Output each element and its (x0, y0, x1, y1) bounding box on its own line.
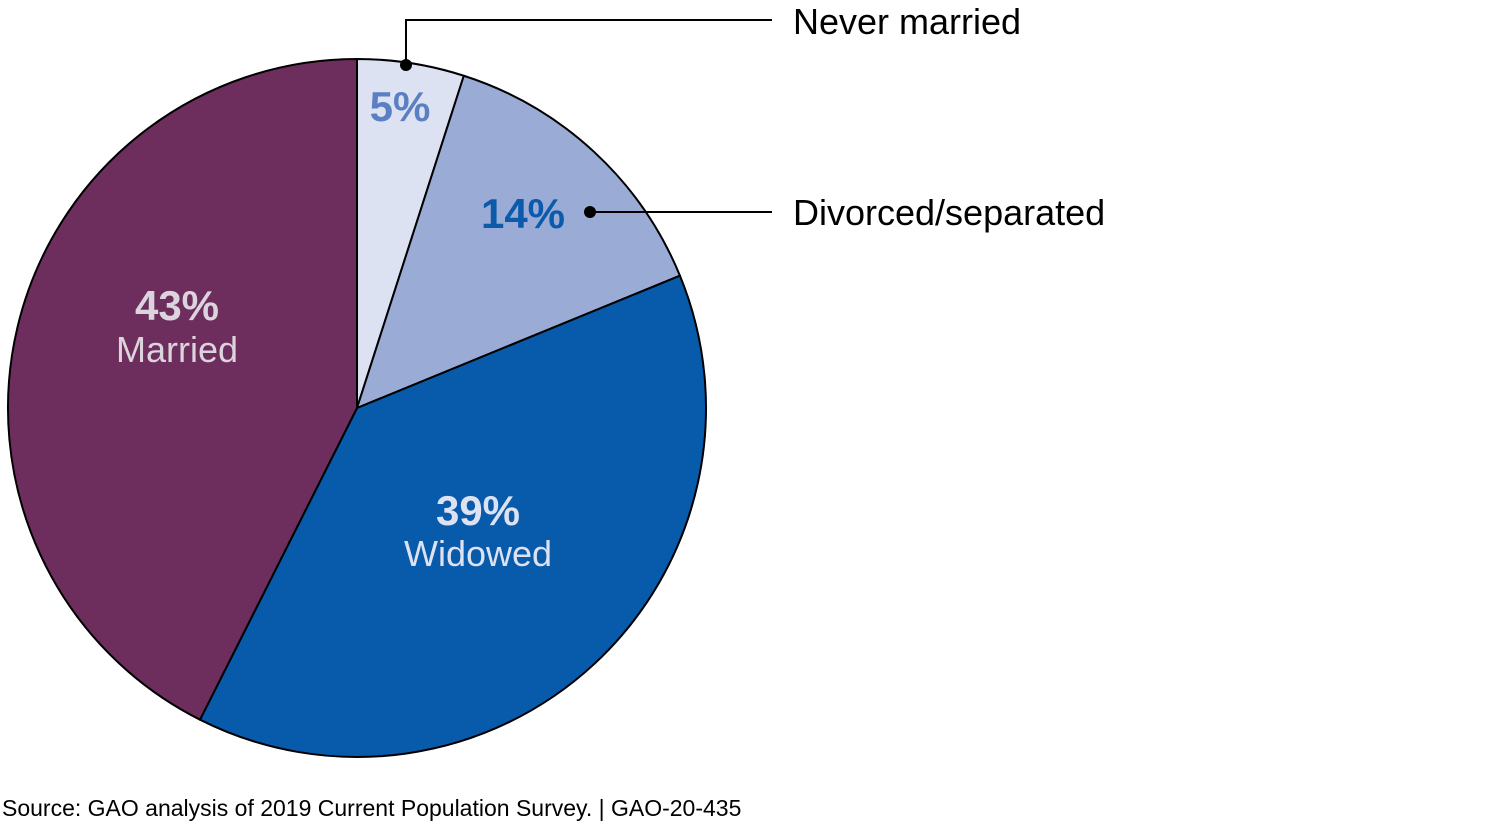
callout-dot-never-married (400, 59, 412, 71)
slice-category-label-widowed: Widowed (404, 533, 552, 574)
callout-label-divorced-separated: Divorced/separated (793, 192, 1105, 233)
pie-slice-divorced-separated (356, 74, 681, 409)
pie-slice-widowed (199, 274, 707, 758)
callout-dot-divorced-separated (584, 206, 596, 218)
slice-value-label-widowed: 39% (436, 487, 520, 534)
slice-value-label-divorced-separated: 14% (481, 190, 565, 237)
pie-callouts: Never married Divorced/separated (400, 1, 1105, 233)
pie-slices (7, 58, 707, 758)
pie-slice-married (7, 58, 358, 721)
slice-value-label-married: 43% (135, 282, 219, 329)
slice-category-label-married: Married (116, 329, 238, 370)
callout-line-never-married (405, 19, 772, 64)
pie-labels: 5% 14% 39% Widowed 43% Married (116, 83, 565, 574)
callout-label-never-married: Never married (793, 1, 1021, 42)
slice-value-label-never-married: 5% (370, 83, 431, 130)
source-note: Source: GAO analysis of 2019 Current Pop… (2, 795, 742, 821)
